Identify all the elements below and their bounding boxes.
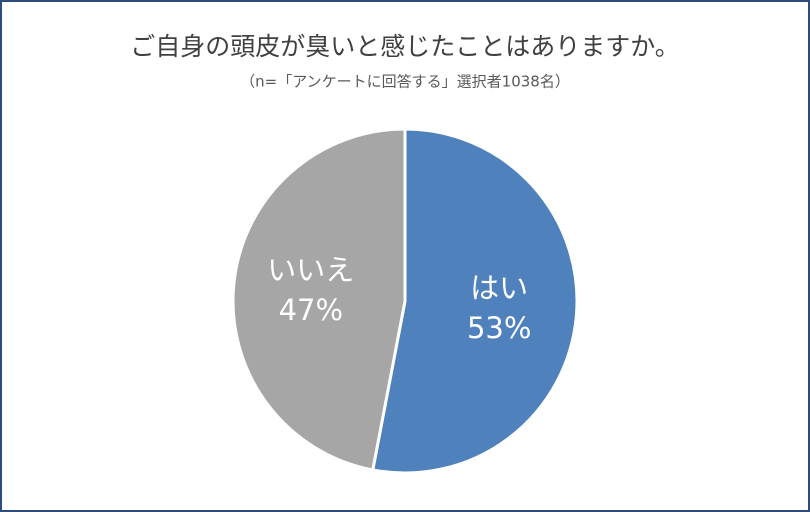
slice-category-label: いいえ: [267, 253, 354, 287]
chart-subtitle: （n=「アンケートに回答する」選択者1038名）: [240, 73, 570, 91]
pie-slice: [371, 127, 579, 475]
pie-slice: [231, 127, 407, 472]
chart-title: ご自身の頭皮が臭いと感じたことはありますか。: [130, 32, 680, 61]
slice-category-label: はい: [470, 271, 528, 305]
slice-value-label: 53%: [467, 311, 531, 345]
slice-value-label: 47%: [279, 293, 343, 327]
